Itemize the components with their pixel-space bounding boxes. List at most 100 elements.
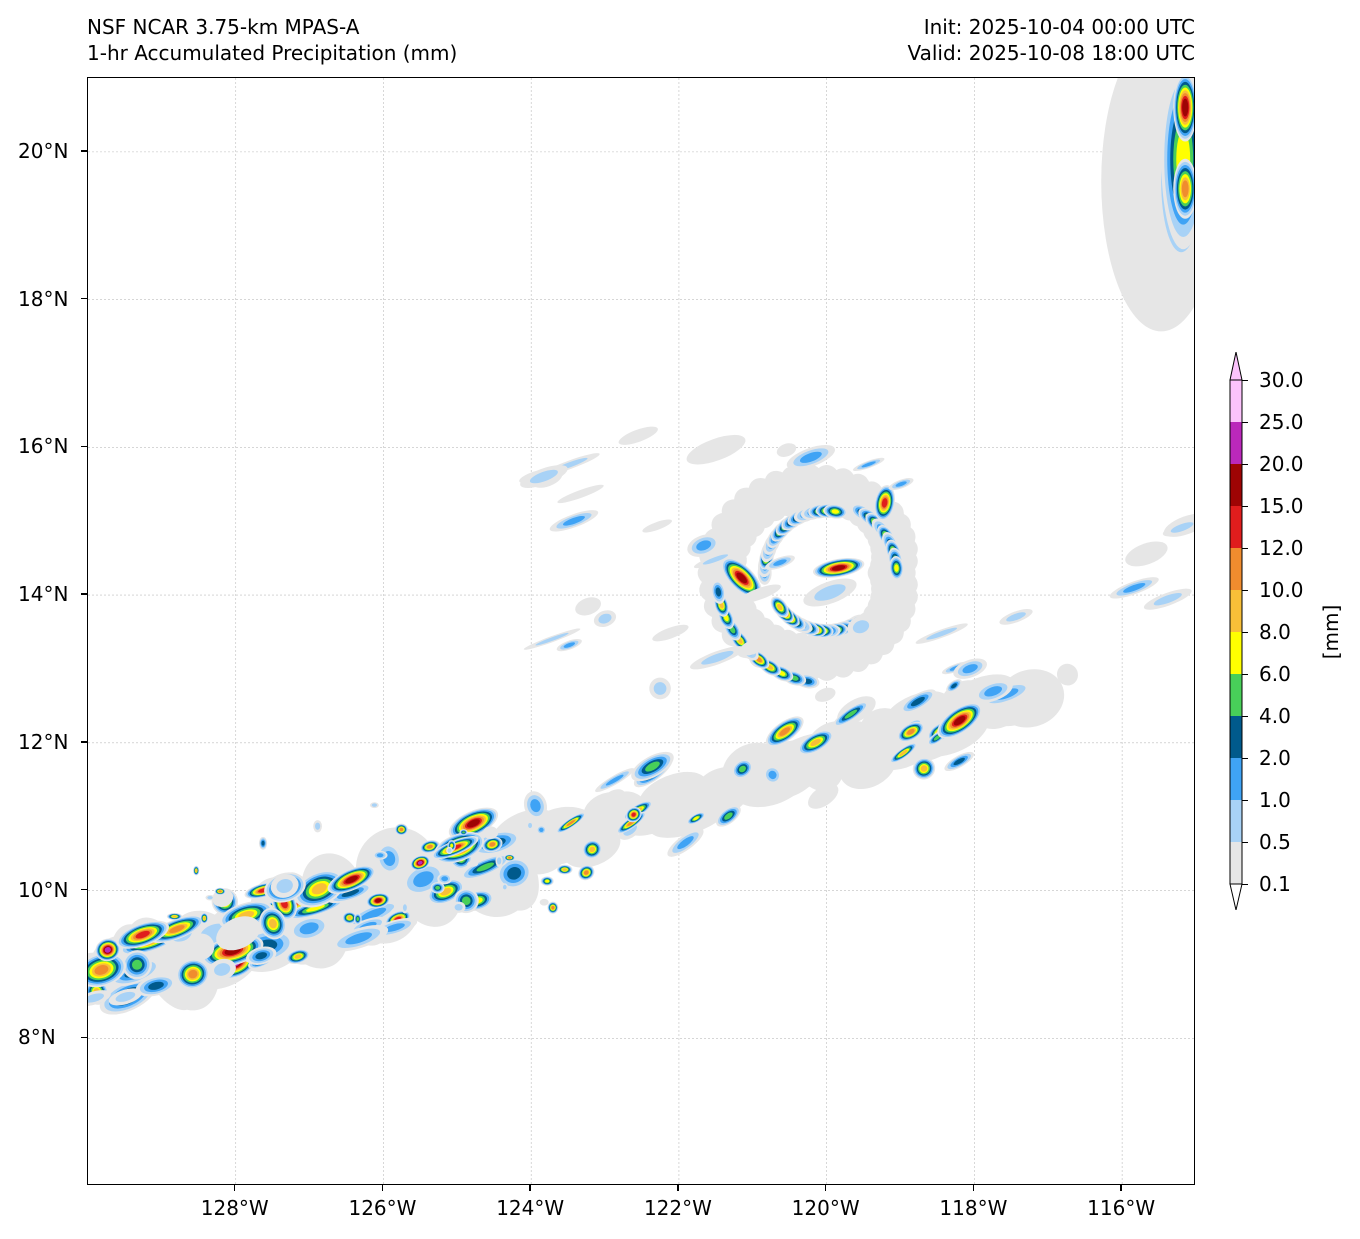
colorbar-tick <box>1242 631 1248 633</box>
lon-tick <box>1120 1185 1122 1191</box>
precip-cell <box>962 664 978 674</box>
precip-cell <box>530 799 541 813</box>
colorbar-segment <box>1230 632 1242 674</box>
precip-cell <box>268 918 277 929</box>
precip-cell <box>466 819 480 828</box>
init-time: Init: 2025-10-04 00:00 UTC <box>923 15 1195 39</box>
precip-cell <box>529 469 558 484</box>
colorbar-tick <box>1242 547 1248 549</box>
colorbar-segment <box>1230 506 1242 548</box>
precip-cell <box>371 803 378 807</box>
precip-cell <box>562 515 585 526</box>
lat-tick-label: 18°N <box>18 286 69 311</box>
precip-cell <box>895 481 907 487</box>
precip-cell <box>1181 180 1189 198</box>
colorbar-segment <box>1230 674 1242 716</box>
lon-tick-label: 118°W <box>939 1196 1008 1220</box>
precip-cell <box>482 826 499 840</box>
colorbar-segment <box>1230 800 1242 842</box>
lat-tick <box>81 150 87 152</box>
precipitation-map <box>88 78 1194 1184</box>
precip-cell <box>881 498 888 508</box>
precip-cell <box>294 954 302 959</box>
colorbar-tick-label: 0.5 <box>1259 830 1291 854</box>
colorbar-segment <box>1230 548 1242 590</box>
lon-tick-label: 122°W <box>643 1196 712 1220</box>
precip-cell <box>738 765 746 773</box>
colorbar-segment <box>1230 590 1242 632</box>
precip-cell <box>454 903 463 911</box>
precip-cell <box>645 761 660 772</box>
precip-cell <box>844 709 858 719</box>
colorbar-tick <box>1242 505 1248 507</box>
precip-cell <box>777 603 783 611</box>
precip-cell <box>557 484 604 504</box>
precip-cell <box>115 991 136 1002</box>
precip-cell <box>345 875 358 884</box>
colorbar-extend-min <box>1229 883 1243 910</box>
precip-cell <box>276 878 293 893</box>
colorbar-tick-label: 25.0 <box>1259 410 1304 434</box>
colorbar-tick-label: 8.0 <box>1259 620 1291 644</box>
model-title: NSF NCAR 3.75-km MPAS-A <box>87 15 360 39</box>
precip-cell <box>214 963 231 976</box>
precip-cell <box>702 554 729 565</box>
precip-cell <box>686 434 746 465</box>
precip-cell <box>940 688 964 707</box>
precip-cell <box>502 884 507 890</box>
precip-cell <box>535 632 569 646</box>
precip-cell <box>528 822 533 829</box>
precip-cell <box>188 969 198 979</box>
precip-cell <box>216 916 261 951</box>
plot-title-right: Init: 2025-10-04 00:00 UTC Valid: 2025-1… <box>907 14 1195 66</box>
precip-cell <box>584 870 589 875</box>
lon-tick-label: 128°W <box>200 1196 269 1220</box>
precip-cell <box>814 584 846 601</box>
lat-tick <box>81 445 87 448</box>
precip-cell <box>589 846 596 853</box>
precip-cell <box>399 827 404 832</box>
precip-cell <box>738 584 781 604</box>
precip-cell <box>476 862 495 872</box>
precip-cell <box>467 861 479 867</box>
colorbar-tick <box>1242 883 1248 885</box>
precip-cell <box>135 930 150 939</box>
precip-cell <box>799 451 822 463</box>
lon-tick-label: 124°W <box>496 1196 565 1220</box>
precip-cell <box>739 639 764 656</box>
precip-cell <box>551 905 555 910</box>
precip-cell <box>951 683 958 689</box>
colorbar-tick <box>1242 841 1248 843</box>
colorbar-tick <box>1242 673 1248 675</box>
precip-cell <box>447 848 452 853</box>
precip-cell <box>776 443 797 457</box>
colorbar-tick-label: 12.0 <box>1259 536 1304 560</box>
precip-cell <box>261 840 265 846</box>
precip-cell <box>413 871 434 888</box>
colorbar-tick <box>1242 421 1248 423</box>
precip-cell <box>315 822 321 830</box>
lon-tick <box>381 1185 384 1191</box>
precip-cell <box>814 687 836 702</box>
precipitation-field <box>88 78 1194 1015</box>
precip-cell <box>376 853 384 858</box>
precip-cell <box>953 715 966 726</box>
precip-cell <box>131 959 143 970</box>
precip-cell <box>489 842 496 847</box>
lat-tick-label: 14°N <box>18 582 69 607</box>
precip-cell <box>1006 612 1026 622</box>
precip-cell <box>341 889 360 897</box>
precip-cell <box>255 952 268 960</box>
precip-cell <box>605 774 624 786</box>
precip-cell <box>172 915 177 918</box>
precip-cell <box>984 686 1003 697</box>
colorbar-tick-label: 4.0 <box>1259 704 1291 728</box>
precip-cell <box>677 836 694 850</box>
precip-cell <box>910 696 925 707</box>
colorbar-tick-label: 10.0 <box>1259 578 1304 602</box>
precip-cell <box>773 559 787 566</box>
precip-cell <box>345 932 373 945</box>
precip-cell <box>652 624 689 642</box>
precip-cell <box>402 904 407 912</box>
precip-cell <box>545 879 550 883</box>
